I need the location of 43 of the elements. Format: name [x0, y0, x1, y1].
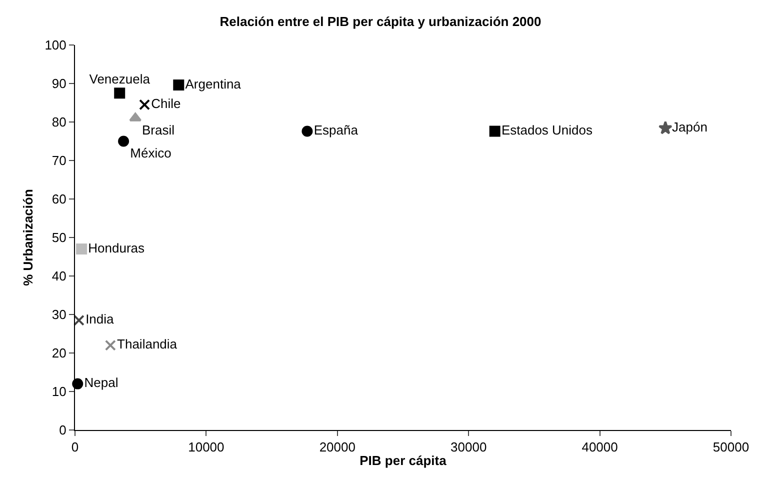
point — [139, 99, 150, 110]
point — [104, 340, 116, 351]
y-tick-label: 30 — [52, 307, 66, 322]
point — [72, 378, 84, 390]
y-tick-label: 50 — [52, 230, 66, 246]
point — [302, 126, 313, 137]
point — [173, 80, 184, 91]
series-label: Chile — [151, 96, 181, 111]
y-tick-label: 70 — [52, 153, 66, 168]
point — [76, 244, 88, 255]
series-label: Estados Unidos — [501, 122, 594, 138]
y-tick-label: 90 — [52, 76, 66, 92]
series-label: Argentina — [185, 76, 242, 92]
y-tick-label: 0 — [59, 422, 66, 438]
x-tick-label: 10000 — [188, 440, 224, 455]
y-tick-label: 60 — [52, 192, 66, 207]
series-label: España — [314, 122, 359, 138]
series-label: México — [130, 146, 172, 161]
point — [118, 136, 130, 147]
x-tick-label: 20000 — [319, 440, 356, 455]
x-axis-title: PIB per cápita — [360, 453, 448, 468]
y-tick-label: 100 — [44, 38, 66, 53]
x-tick-label: 50000 — [712, 440, 750, 455]
x-tick-label: 30000 — [450, 440, 487, 455]
series-label: India — [86, 312, 115, 327]
series-label: Venezuela — [89, 71, 151, 86]
point — [114, 88, 126, 99]
series-label: Brasil — [142, 122, 175, 138]
x-tick-label: 40000 — [582, 440, 618, 455]
point — [489, 126, 500, 137]
y-tick-label: 10 — [52, 384, 66, 400]
series-label: Thailandia — [117, 336, 178, 352]
y-tick-label: 80 — [52, 114, 66, 130]
y-tick-label: 40 — [52, 268, 66, 284]
series-label: Nepal — [84, 375, 118, 390]
y-tick-label: 20 — [52, 346, 66, 361]
series-label: Honduras — [88, 240, 146, 256]
series-label: Japón — [672, 119, 708, 134]
x-tick-label: 0 — [71, 440, 79, 455]
point — [658, 120, 672, 134]
chart-title: Relación entre el PIB per cápita y urbanización 2000 — [220, 14, 542, 30]
point — [73, 314, 84, 326]
y-axis-title: % Urbanización — [20, 189, 36, 286]
